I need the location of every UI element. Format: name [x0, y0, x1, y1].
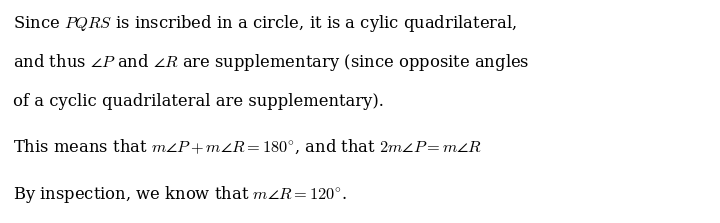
Text: Since $PQRS$ is inscribed in a circle, it is a cylic quadrilateral,: Since $PQRS$ is inscribed in a circle, i… — [13, 13, 517, 34]
Text: of a cyclic quadrilateral are supplementary).: of a cyclic quadrilateral are supplement… — [13, 93, 384, 110]
Text: By inspection, we know that $m\angle R = 120^{\circ}$.: By inspection, we know that $m\angle R =… — [13, 184, 347, 204]
Text: This means that $m\angle P + m\angle R = 180^{\circ}$, and that $2m\angle P = m\: This means that $m\angle P + m\angle R =… — [13, 138, 482, 156]
Text: and thus $\angle P$ and $\angle R$ are supplementary (since opposite angles: and thus $\angle P$ and $\angle R$ are s… — [13, 52, 529, 73]
